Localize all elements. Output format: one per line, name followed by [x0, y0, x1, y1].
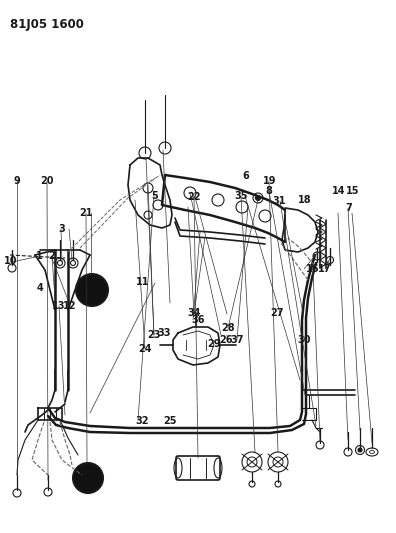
Circle shape	[73, 463, 103, 493]
Text: 13: 13	[52, 302, 65, 311]
Text: 25: 25	[164, 416, 177, 426]
Text: 26: 26	[219, 335, 232, 345]
Text: 2: 2	[48, 251, 55, 261]
Text: 17: 17	[318, 264, 331, 274]
Text: 5: 5	[151, 191, 158, 201]
Text: 4: 4	[36, 283, 43, 293]
Text: 7: 7	[345, 203, 352, 213]
Text: 18: 18	[298, 195, 312, 205]
Text: 10: 10	[4, 256, 18, 266]
Text: 16: 16	[306, 264, 320, 274]
Text: 15: 15	[346, 186, 359, 196]
Circle shape	[358, 448, 362, 452]
Text: 32: 32	[136, 416, 149, 426]
Text: 3: 3	[58, 224, 65, 234]
Text: 22: 22	[187, 192, 201, 202]
Text: 33: 33	[158, 328, 171, 338]
Text: 29: 29	[207, 339, 221, 349]
Text: 11: 11	[136, 278, 149, 287]
Text: 36: 36	[191, 315, 205, 325]
Text: 6: 6	[242, 171, 249, 181]
Text: 34: 34	[187, 309, 201, 318]
Text: 9: 9	[13, 176, 20, 186]
Text: 31: 31	[273, 197, 286, 206]
Text: 8: 8	[266, 186, 273, 196]
Text: 21: 21	[80, 208, 93, 218]
Circle shape	[255, 196, 261, 200]
Text: 30: 30	[297, 335, 311, 345]
Text: 81J05 1600: 81J05 1600	[10, 18, 84, 31]
Text: 1: 1	[36, 251, 43, 261]
Circle shape	[76, 274, 108, 306]
Text: 28: 28	[221, 323, 234, 333]
Text: 20: 20	[40, 176, 53, 186]
Text: 12: 12	[63, 302, 76, 311]
Text: 19: 19	[263, 176, 276, 186]
Text: 14: 14	[332, 186, 345, 196]
Text: 37: 37	[230, 335, 244, 345]
Text: 27: 27	[270, 309, 284, 318]
Text: 24: 24	[138, 344, 151, 354]
Text: 23: 23	[148, 330, 161, 340]
Text: 35: 35	[235, 191, 248, 201]
